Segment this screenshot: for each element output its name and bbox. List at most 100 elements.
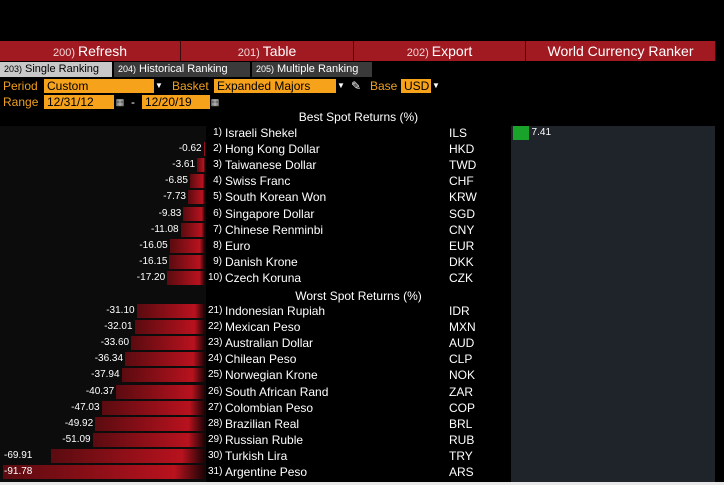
negative-return-bar [131, 336, 205, 351]
base-label: Base [370, 79, 398, 93]
table-shortcut: 201) [237, 47, 260, 59]
calendar-icon[interactable]: ▦ [210, 95, 220, 109]
negative-return-bar [125, 352, 205, 367]
negative-return-bar [169, 254, 205, 269]
calendar-icon[interactable]: ▦ [115, 95, 125, 109]
rank-number: 24) [208, 353, 223, 365]
return-value: -17.20 [136, 271, 166, 283]
refresh-button[interactable]: 200) Refresh [0, 41, 181, 61]
basket-label: Basket [172, 79, 209, 93]
return-value: -36.34 [94, 353, 124, 365]
tab-multiple-ranking[interactable]: 205) Multiple Ranking [252, 62, 372, 77]
currency-name: South Korean Won [225, 190, 327, 205]
currency-name: Euro [225, 238, 251, 253]
tab-single-ranking-shortcut: 203) [4, 64, 23, 74]
return-value: -16.15 [139, 255, 168, 267]
negative-return-bar [183, 206, 205, 221]
range-end-field[interactable]: 12/20/19 [142, 95, 210, 109]
currency-name: Indonesian Rupiah [225, 304, 326, 318]
period-dropdown-icon[interactable]: ▼ [154, 79, 164, 93]
tab-single-ranking[interactable]: 203) Single Ranking [0, 62, 112, 77]
ranking-tabs: 203) Single Ranking 204) Historical Rankin… [0, 62, 724, 77]
refresh-shortcut: 200) [52, 47, 75, 59]
basket-dropdown-icon[interactable]: ▼ [336, 79, 346, 93]
currency-code: CLP [449, 352, 473, 367]
currency-code: TRY [449, 448, 473, 463]
rank-number: 29) [208, 433, 223, 445]
currency-code: CNY [449, 222, 475, 237]
export-button[interactable]: 202) Export [354, 41, 526, 61]
return-value: -0.62 [178, 143, 202, 155]
rank-number: 10) [208, 271, 223, 283]
tab-multiple-ranking-shortcut: 205) [256, 64, 275, 74]
currency-name: Australian Dollar [225, 336, 314, 351]
currency-name: Chilean Peso [225, 352, 297, 367]
negative-return-bar [3, 465, 205, 479]
return-value: 7.41 [531, 127, 552, 138]
page-title: World Currency Ranker [526, 41, 716, 61]
basket-select[interactable]: Expanded Majors [214, 79, 336, 93]
rank-number: 21) [208, 305, 223, 316]
currency-code: COP [449, 400, 476, 415]
rank-number: 7) [213, 223, 222, 235]
export-label: Export [431, 43, 473, 59]
currency-code: NOK [449, 368, 476, 383]
currency-code: DKK [449, 254, 474, 269]
currency-code: CHF [449, 174, 474, 189]
rank-number: 3) [213, 159, 222, 171]
return-value: -11.08 [150, 223, 179, 235]
rank-number: 30) [208, 449, 223, 461]
negative-return-bar [197, 158, 205, 173]
negative-return-bar [167, 270, 205, 285]
refresh-label: Refresh [78, 43, 128, 59]
negative-return-bar [51, 448, 205, 463]
function-menu-bar: 200) Refresh 201) Table 202) Export World C… [0, 41, 724, 61]
negative-return-bar [169, 238, 205, 253]
return-value: -49.92 [64, 417, 94, 429]
currency-code: MXN [449, 320, 476, 335]
rank-number: 25) [208, 369, 223, 381]
currency-name: Turkish Lira [225, 448, 288, 463]
currency-name: Russian Ruble [225, 432, 304, 447]
negative-return-bar [116, 384, 205, 399]
rank-number: 5) [213, 191, 222, 203]
rank-number: 27) [208, 401, 223, 413]
worst-returns-title: Worst Spot Returns (%) [295, 289, 422, 303]
negative-return-bar [101, 400, 205, 415]
return-value: -3.61 [172, 159, 196, 171]
tab-historical-ranking[interactable]: 204) Historical Ranking [114, 62, 250, 77]
rank-number: 23) [208, 337, 223, 349]
currency-code: BRL [449, 416, 473, 431]
currency-name: Singapore Dollar [225, 206, 315, 221]
base-select[interactable]: USD [401, 79, 431, 93]
rank-number: 28) [208, 417, 223, 429]
pencil-icon[interactable]: ✎ [351, 79, 362, 93]
currency-code: CZK [449, 270, 473, 285]
currency-name: Brazilian Real [225, 416, 300, 431]
rank-number: 8) [213, 239, 222, 251]
page-title-label: World Currency Ranker [547, 43, 694, 59]
rank-number: 4) [213, 175, 222, 187]
table-button[interactable]: 201) Table [181, 41, 354, 61]
period-select[interactable]: Custom [44, 79, 154, 93]
return-value: -7.73 [163, 191, 186, 203]
range-start-field[interactable]: 12/31/12 [44, 95, 114, 109]
currency-code: EUR [449, 238, 475, 253]
return-value: -47.03 [71, 401, 100, 413]
rank-number: 22) [208, 321, 223, 333]
currency-name: Danish Krone [225, 254, 298, 269]
return-value: -9.83 [158, 207, 182, 219]
negative-return-bar [95, 416, 205, 431]
return-value: -33.60 [100, 337, 130, 349]
negative-return-bar [92, 432, 205, 447]
return-value: -40.37 [85, 385, 115, 397]
currency-code: IDR [449, 304, 470, 318]
tab-historical-ranking-shortcut: 204) [118, 64, 137, 74]
base-dropdown-icon[interactable]: ▼ [431, 79, 441, 93]
tab-single-ranking-label: Single Ranking [25, 63, 100, 75]
rank-number: 26) [208, 385, 223, 397]
currency-name: Swiss Franc [225, 174, 291, 189]
period-label: Period [3, 79, 38, 93]
positive-bar-panel [511, 126, 715, 485]
rank-number: 2) [213, 143, 222, 155]
